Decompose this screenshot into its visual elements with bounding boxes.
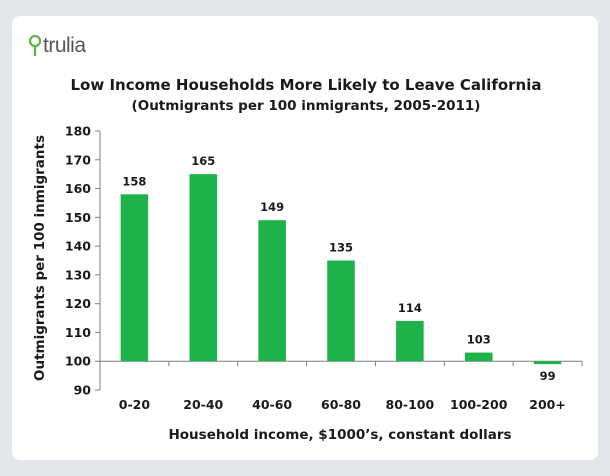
location-pin-icon (28, 35, 42, 56)
trulia-logo: trulia (28, 34, 86, 58)
y-tick-label: 180 (65, 124, 91, 139)
bar-0-20 (120, 194, 149, 362)
chart-title: Low Income Households More Likely to Lea… (71, 76, 542, 94)
x-tick-label: 0-20 (119, 397, 151, 412)
y-tick-label: 90 (74, 383, 92, 398)
bar-100-200 (464, 352, 493, 362)
data-label: 114 (398, 301, 422, 315)
y-tick-label: 150 (65, 210, 91, 225)
data-labels: 158 165 149 135 114 103 99 (122, 154, 555, 383)
bar-40-60 (258, 220, 286, 362)
data-label: 158 (122, 174, 146, 188)
y-tick-label: 110 (65, 325, 91, 340)
y-tick-label: 140 (65, 239, 91, 254)
y-tick-label: 170 (65, 152, 91, 167)
data-label: 149 (260, 200, 284, 214)
x-tick-label: 80-100 (386, 397, 435, 412)
x-axis-title: Household income, $1000’s, constant doll… (168, 427, 511, 443)
data-label: 103 (467, 333, 491, 347)
x-tick-label: 200+ (529, 397, 566, 412)
bar-60-80 (327, 260, 355, 362)
x-axis: 0-20 20-40 40-60 60-80 80-100 100-200 200+ (99, 360, 583, 412)
x-tick-label: 60-80 (321, 397, 361, 412)
y-axis-title: Outmigrants per 100 inmigrants (32, 135, 48, 381)
y-tick-label: 130 (65, 267, 91, 282)
bars (120, 174, 562, 365)
data-label: 99 (540, 369, 556, 383)
x-tick-label: 20-40 (183, 397, 223, 412)
brand-name: trulia (43, 34, 86, 57)
x-tick-label: 100-200 (450, 397, 508, 412)
data-label: 165 (191, 154, 215, 168)
y-tick-label: 100 (65, 354, 91, 369)
bar-20-40 (189, 174, 218, 362)
y-tick-label: 160 (65, 181, 91, 196)
bar-80-100 (396, 320, 424, 362)
chart-subtitle: (Outmigrants per 100 inmigrants, 2005-20… (132, 98, 481, 114)
y-tick-label: 120 (65, 296, 91, 311)
chart-card: trulia (12, 16, 598, 460)
x-tick-label: 40-60 (252, 397, 292, 412)
bar-200+ (533, 361, 562, 365)
y-axis: 90 100 110 120 130 140 150 160 170 180 (65, 124, 101, 398)
data-label: 135 (329, 241, 353, 255)
